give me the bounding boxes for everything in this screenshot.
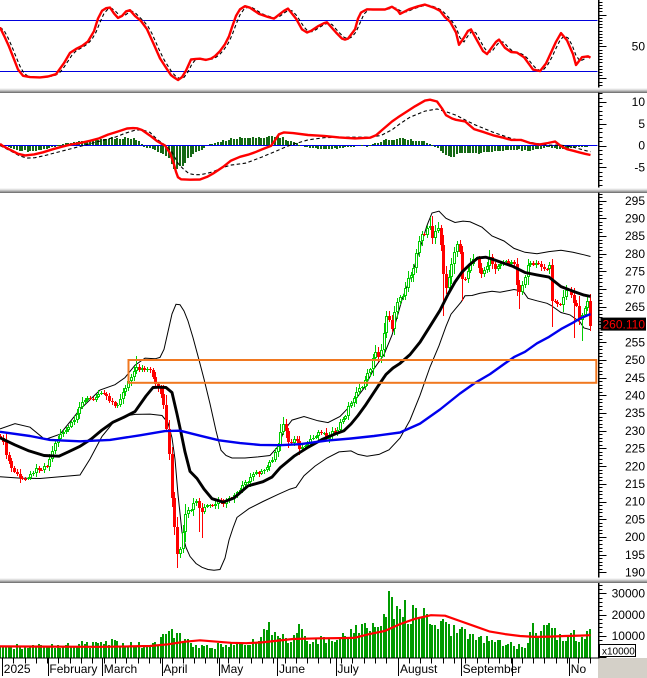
svg-text:270: 270 (625, 282, 645, 296)
svg-text:240: 240 (625, 389, 645, 403)
svg-text:225: 225 (625, 442, 645, 456)
svg-text:10000: 10000 (612, 629, 646, 643)
svg-text:10: 10 (632, 95, 646, 109)
svg-text:200: 200 (625, 530, 645, 544)
svg-text:February: February (49, 662, 97, 676)
svg-text:No: No (571, 662, 587, 676)
svg-text:May: May (221, 662, 244, 676)
svg-text:280: 280 (625, 247, 645, 261)
svg-text:x10000: x10000 (602, 647, 635, 658)
svg-text:-5: -5 (634, 161, 645, 175)
svg-text:285: 285 (625, 229, 645, 243)
svg-text:210: 210 (625, 495, 645, 509)
svg-text:230: 230 (625, 424, 645, 438)
svg-text:0: 0 (638, 139, 645, 153)
svg-text:August: August (400, 662, 438, 676)
svg-text:July: July (337, 662, 358, 676)
svg-text:220: 220 (625, 459, 645, 473)
svg-text:245: 245 (625, 371, 645, 385)
svg-text:190: 190 (625, 566, 645, 580)
svg-text:195: 195 (625, 548, 645, 562)
svg-text:275: 275 (625, 265, 645, 279)
svg-text:June: June (279, 662, 305, 676)
svg-text:255: 255 (625, 335, 645, 349)
svg-text:50: 50 (632, 40, 646, 54)
svg-text:205: 205 (625, 512, 645, 526)
svg-text:290: 290 (625, 212, 645, 226)
svg-text:March: March (104, 662, 137, 676)
svg-text:5: 5 (638, 117, 645, 131)
svg-text:20000: 20000 (612, 608, 646, 622)
svg-text:260.110: 260.110 (603, 318, 646, 332)
svg-text:295: 295 (625, 194, 645, 208)
svg-text:215: 215 (625, 477, 645, 491)
svg-text:April: April (163, 662, 187, 676)
svg-text:30000: 30000 (612, 587, 646, 601)
svg-text:265: 265 (625, 300, 645, 314)
svg-text:2025: 2025 (4, 662, 31, 676)
svg-text:250: 250 (625, 353, 645, 367)
svg-text:September: September (463, 662, 522, 676)
svg-text:235: 235 (625, 406, 645, 420)
